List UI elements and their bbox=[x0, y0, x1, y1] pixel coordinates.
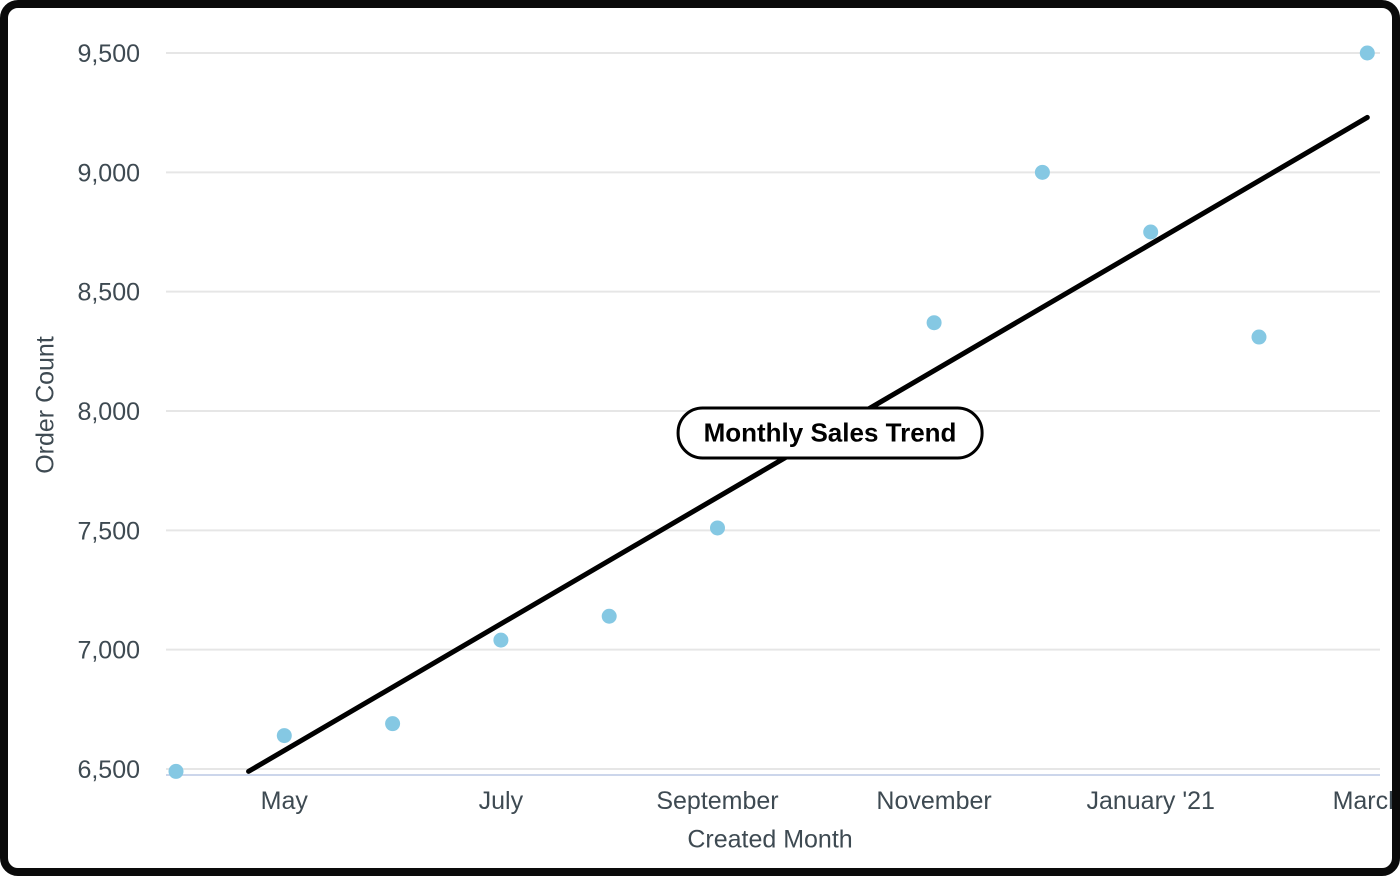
x-tick-label: November bbox=[876, 787, 991, 815]
y-tick-label: 7,500 bbox=[77, 517, 140, 545]
y-tick-label: 9,000 bbox=[77, 159, 140, 187]
data-point[interactable] bbox=[926, 315, 942, 331]
data-point[interactable] bbox=[601, 608, 617, 624]
data-point[interactable] bbox=[1034, 164, 1050, 180]
data-point[interactable] bbox=[1143, 224, 1159, 240]
x-tick-label: September bbox=[656, 787, 778, 815]
y-tick-label: 6,500 bbox=[77, 756, 140, 784]
y-tick-label: 9,500 bbox=[77, 40, 140, 68]
data-point[interactable] bbox=[493, 632, 509, 648]
x-tick-label: July bbox=[479, 787, 524, 815]
data-point[interactable] bbox=[1359, 45, 1375, 61]
x-tick-label: March bbox=[1333, 787, 1400, 815]
x-tick-label: January '21 bbox=[1086, 787, 1214, 815]
data-point[interactable] bbox=[276, 728, 292, 744]
data-point[interactable] bbox=[168, 763, 184, 779]
data-point[interactable] bbox=[710, 520, 725, 536]
data-point[interactable] bbox=[1251, 329, 1267, 345]
y-axis-title: Order Count bbox=[31, 336, 60, 474]
data-point[interactable] bbox=[385, 716, 401, 732]
x-tick-label: May bbox=[261, 787, 309, 815]
chart-title-badge: Monthly Sales Trend bbox=[676, 406, 984, 460]
y-tick-label: 8,500 bbox=[77, 279, 140, 307]
y-tick-label: 7,000 bbox=[77, 637, 140, 665]
x-axis-title: Created Month bbox=[687, 825, 853, 854]
y-tick-label: 8,000 bbox=[77, 398, 140, 426]
